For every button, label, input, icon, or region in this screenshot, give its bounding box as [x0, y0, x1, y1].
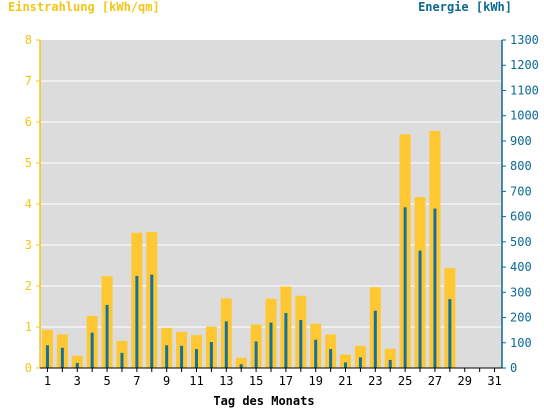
- x-tick-label: 13: [219, 374, 233, 388]
- bar-energie: [269, 322, 273, 368]
- bar-energie: [418, 250, 422, 368]
- bar-einstrahlung: [384, 348, 396, 368]
- right-tick-label: 1200: [510, 58, 539, 72]
- bar-energie: [224, 321, 228, 368]
- x-tick-label: 15: [249, 374, 263, 388]
- x-tick-label: 7: [133, 374, 140, 388]
- bar-energie: [60, 347, 64, 368]
- x-tick-label: 5: [103, 374, 110, 388]
- right-tick-label: 700: [510, 184, 532, 198]
- bar-energie: [150, 274, 154, 368]
- bar-energie: [75, 362, 79, 368]
- left-tick-label: 6: [25, 115, 32, 129]
- right-axis-title: Energie [kWh]: [418, 0, 512, 14]
- left-tick-label: 5: [25, 156, 32, 170]
- bar-energie: [45, 345, 49, 368]
- x-tick-label: 21: [338, 374, 352, 388]
- right-tick-label: 400: [510, 260, 532, 274]
- bar-energie: [135, 275, 139, 368]
- right-tick-label: 800: [510, 159, 532, 173]
- bar-energie: [314, 339, 318, 368]
- bar-energie: [90, 332, 94, 368]
- left-tick-label: 2: [25, 279, 32, 293]
- bar-energie: [254, 341, 258, 368]
- bar-energie: [284, 312, 288, 368]
- bar-energie: [344, 362, 348, 368]
- x-axis-label: Tag des Monats: [213, 394, 314, 408]
- bar-energie: [299, 320, 303, 368]
- x-tick-label: 25: [398, 374, 412, 388]
- right-axis-ticks: 0 100 200 300 400 500 600 700 800 900 1000 1100 1200…: [502, 33, 539, 375]
- left-tick-label: 1: [25, 320, 32, 334]
- right-tick-label: 600: [510, 210, 532, 224]
- right-tick-label: 0: [510, 361, 517, 375]
- bar-energie: [165, 345, 169, 368]
- bar-einstrahlung: [235, 357, 247, 368]
- right-tick-label: 1100: [510, 83, 539, 97]
- right-tick-label: 200: [510, 311, 532, 325]
- right-tick-label: 100: [510, 336, 532, 350]
- x-tick-label: 1: [44, 374, 51, 388]
- left-tick-label: 8: [25, 33, 32, 47]
- left-axis-title: Einstrahlung [kWh/qm]: [8, 0, 160, 14]
- bar-einstrahlung: [354, 345, 366, 368]
- bar-einstrahlung: [71, 355, 83, 368]
- right-tick-label: 1300: [510, 33, 539, 47]
- bar-energie: [209, 342, 213, 368]
- right-tick-label: 900: [510, 134, 532, 148]
- right-tick-label: 500: [510, 235, 532, 249]
- bar-energie: [194, 349, 198, 368]
- bar-energie: [433, 208, 437, 368]
- left-tick-label: 4: [25, 197, 32, 211]
- bars: [41, 131, 456, 368]
- bar-energie: [120, 352, 124, 368]
- bar-energie: [329, 349, 333, 368]
- bar-energie: [448, 299, 452, 368]
- bar-energie: [373, 310, 377, 368]
- x-tick-label: 27: [428, 374, 442, 388]
- x-tick-label: 19: [308, 374, 322, 388]
- x-tick-label: 29: [458, 374, 472, 388]
- x-tick-label: 23: [368, 374, 382, 388]
- x-axis-ticks: 1 3 5 7 9 11 13 15 17 19 21 23 25 27 29 31: [44, 368, 502, 388]
- left-axis-ticks: 0 1 2 3 4 5 6 7 8: [25, 33, 40, 375]
- right-tick-label: 1000: [510, 109, 539, 123]
- left-tick-label: 3: [25, 238, 32, 252]
- x-tick-label: 11: [189, 374, 203, 388]
- x-tick-label: 9: [163, 374, 170, 388]
- gridlines: [40, 80, 502, 328]
- bar-energie: [105, 304, 109, 368]
- bar-einstrahlung: [340, 354, 352, 368]
- bar-energie: [180, 345, 184, 368]
- x-tick-label: 3: [74, 374, 81, 388]
- bar-energie: [388, 359, 392, 368]
- left-tick-label: 0: [25, 361, 32, 375]
- bar-energie: [239, 364, 243, 368]
- bar-energie: [403, 207, 407, 368]
- left-tick-label: 7: [25, 74, 32, 88]
- x-tick-label: 17: [279, 374, 293, 388]
- right-tick-label: 300: [510, 285, 532, 299]
- bar-energie: [358, 357, 362, 368]
- x-tick-label: 31: [487, 374, 501, 388]
